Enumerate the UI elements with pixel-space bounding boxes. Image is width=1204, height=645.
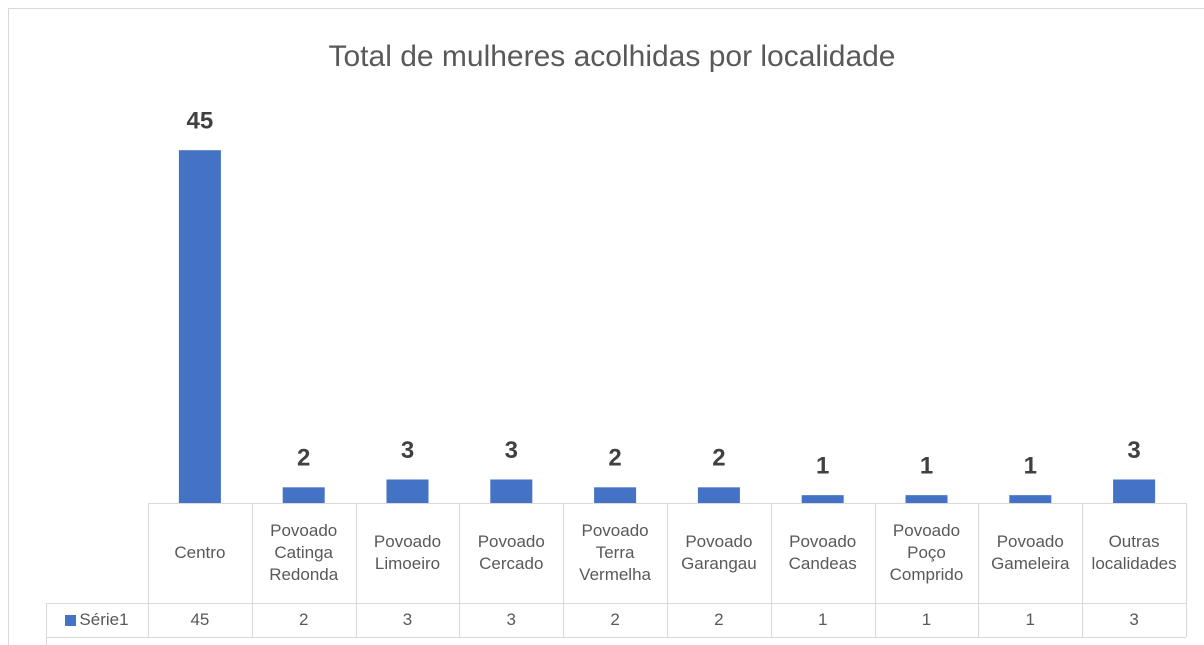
category-label: Povoado Limoeiro xyxy=(373,532,442,573)
data-label: 2 xyxy=(297,445,310,472)
data-label: 2 xyxy=(712,445,725,472)
category-label: Povoado Catinga Redonda xyxy=(269,521,339,584)
bar xyxy=(905,495,948,503)
category-label: Centro xyxy=(174,543,226,562)
table-value: 3 xyxy=(1129,610,1139,629)
legend-entry: Série1 xyxy=(46,603,148,637)
data-label: 1 xyxy=(920,453,933,480)
data-label: 3 xyxy=(401,437,414,464)
category-label: Povoado Cercado xyxy=(477,532,545,573)
table-value: 2 xyxy=(298,610,309,629)
table-value: 45 xyxy=(190,610,210,629)
bar xyxy=(801,495,844,503)
table-value: 1 xyxy=(817,610,828,629)
data-label: 3 xyxy=(505,437,518,464)
legend-label: Série1 xyxy=(79,610,129,629)
bar xyxy=(490,479,533,503)
category-label: Povoado Gameleira xyxy=(991,532,1070,573)
table-value: 3 xyxy=(506,610,517,629)
category-label: Povoado Garangau xyxy=(681,532,757,573)
table-value: 2 xyxy=(610,610,620,629)
data-label: 2 xyxy=(608,445,621,472)
category-label: Povoado Poço Comprido xyxy=(889,521,964,584)
chart-border xyxy=(8,8,1204,645)
bar xyxy=(594,487,637,503)
bar xyxy=(386,479,429,503)
data-label: 1 xyxy=(1024,453,1037,480)
bar xyxy=(282,487,325,503)
bar xyxy=(697,487,740,503)
data-label: 45 xyxy=(187,108,214,135)
bar xyxy=(178,150,221,503)
bar xyxy=(1113,479,1156,503)
table-value: 1 xyxy=(1025,610,1036,629)
data-label: 3 xyxy=(1127,437,1140,464)
chart-title: Total de mulheres acolhidas por localida… xyxy=(328,40,895,73)
table-value: 2 xyxy=(714,610,724,629)
table-value: 1 xyxy=(921,610,932,629)
legend-swatch xyxy=(65,614,77,626)
table-value: 3 xyxy=(402,610,413,629)
category-label: Outras localidades xyxy=(1091,532,1177,573)
category-label: Povoado Candeas xyxy=(788,532,857,573)
data-label: 1 xyxy=(816,453,829,480)
bar xyxy=(1009,495,1052,503)
category-label: Povoado Terra Vermelha xyxy=(579,521,651,584)
